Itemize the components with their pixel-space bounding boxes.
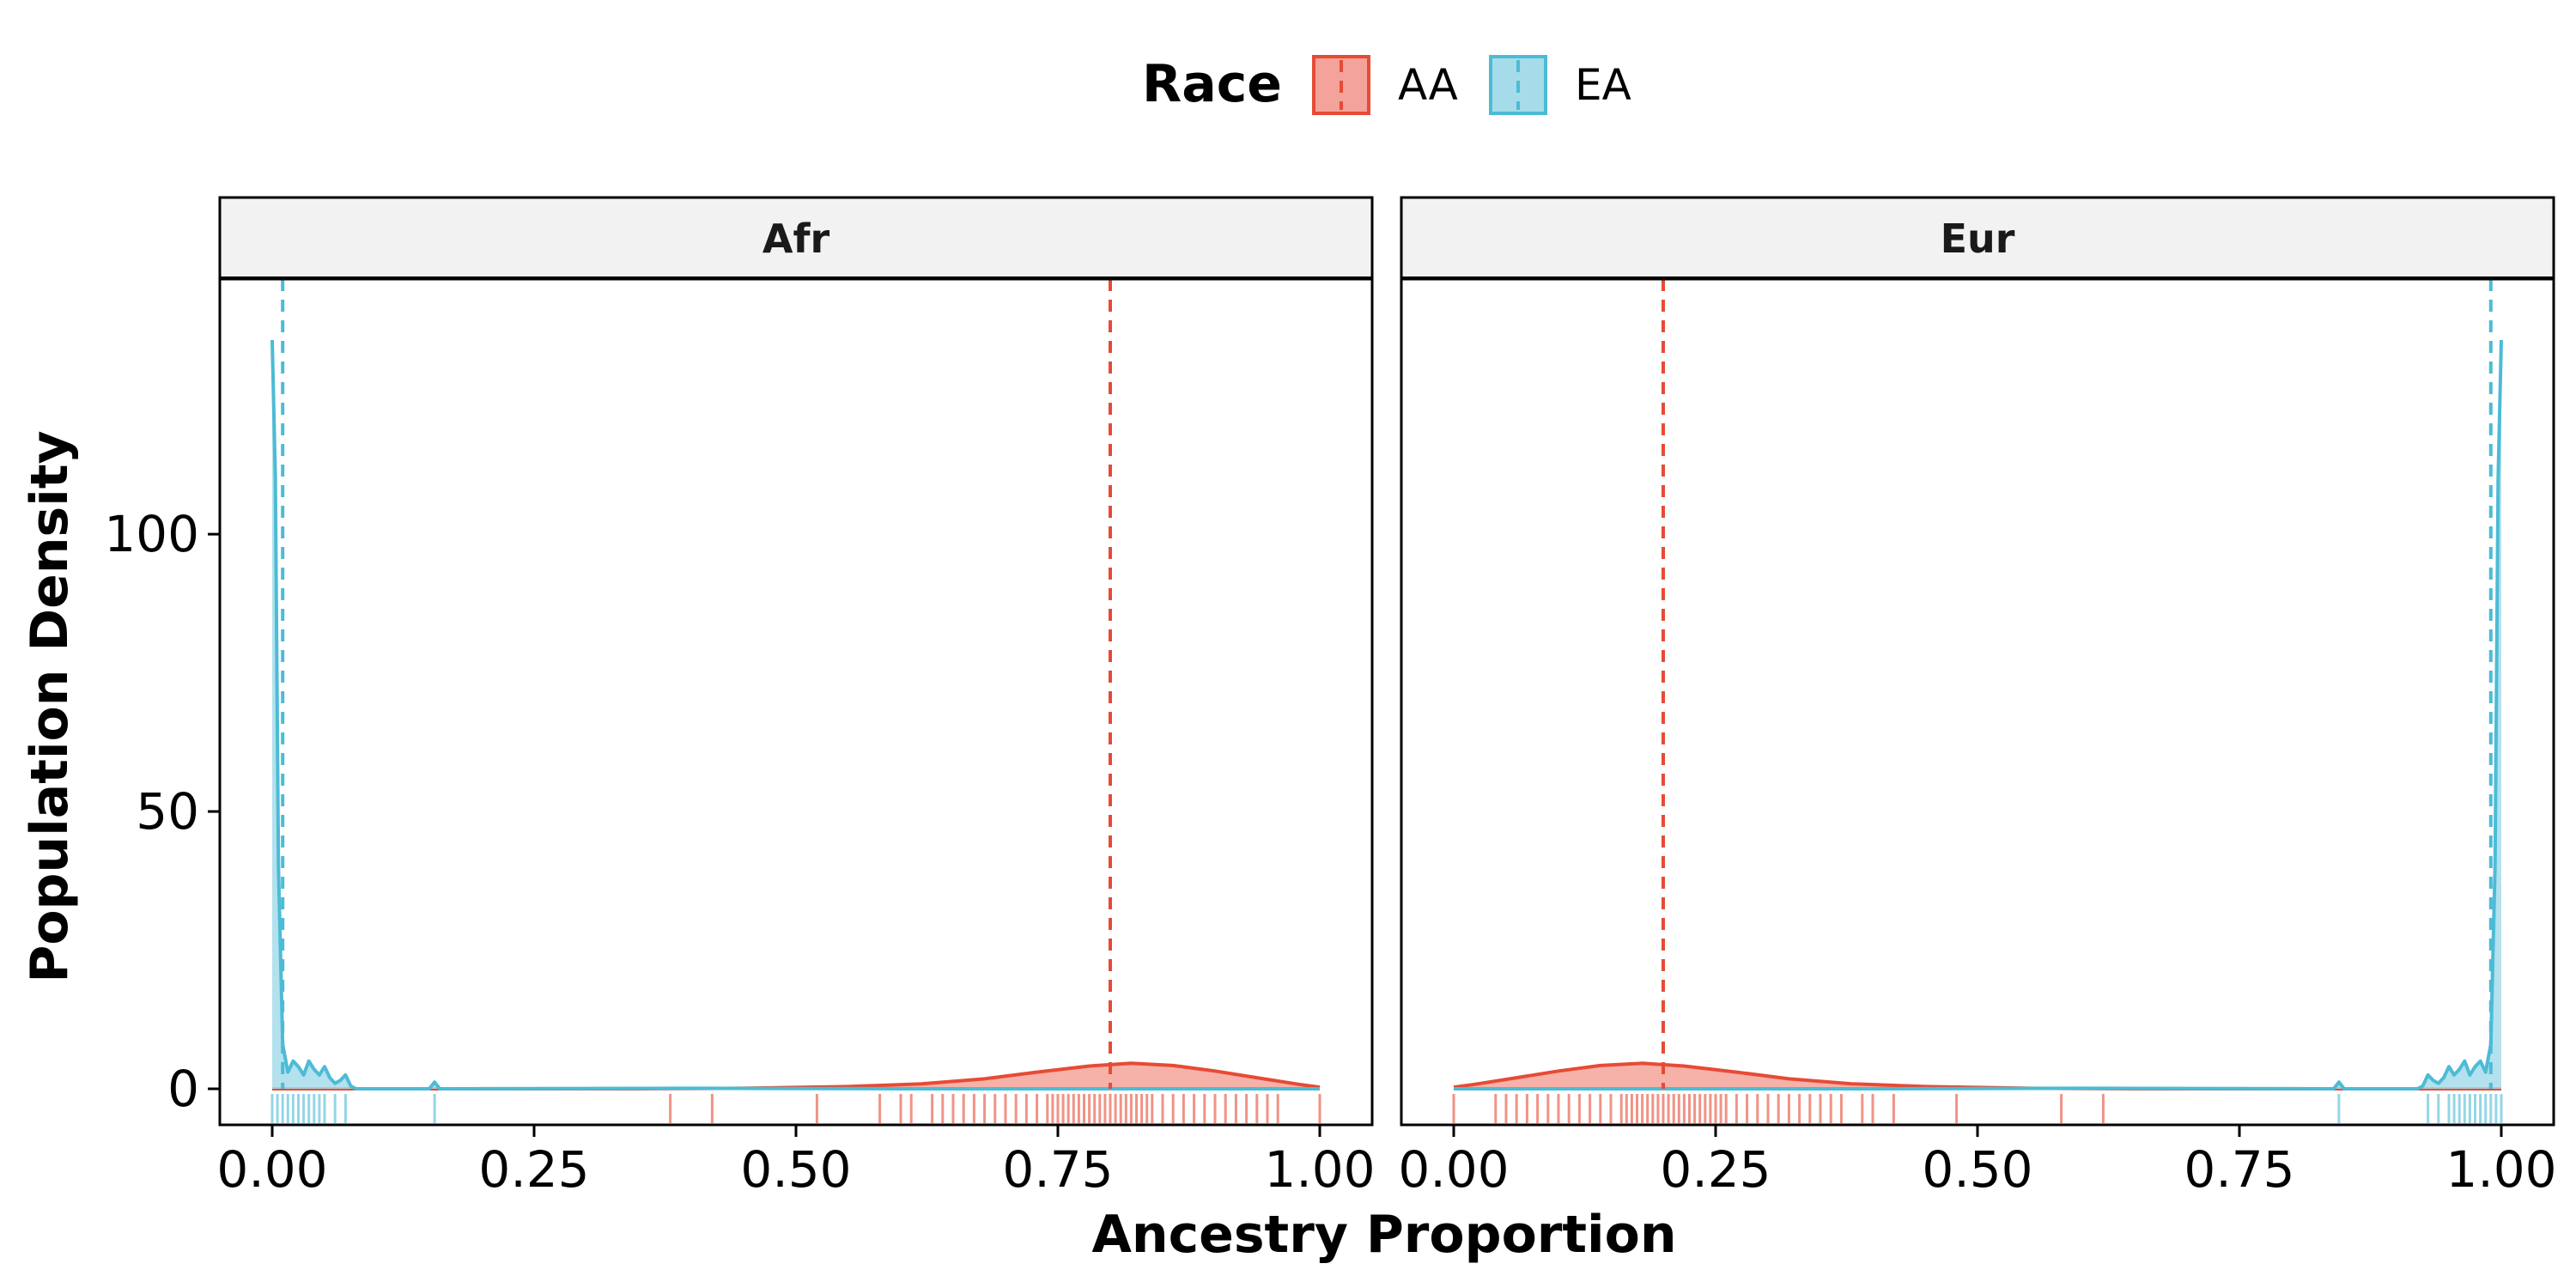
panel-background bbox=[220, 279, 1372, 1125]
panel-background bbox=[1401, 279, 2554, 1125]
x-tick-label: 0.00 bbox=[216, 1140, 327, 1199]
x-tick-label: 0.00 bbox=[1398, 1140, 1509, 1199]
y-tick-label: 100 bbox=[104, 505, 199, 563]
facet-panel-eur: Eur 0.00 0.25 0.50 0.75 1.00 bbox=[1398, 196, 2557, 1199]
x-tick-label: 0.50 bbox=[1922, 1140, 2032, 1199]
x-axis-title: Ancestry Proportion bbox=[1091, 1205, 1676, 1265]
facet-panel-afr: Afr 0.00 0.25 0.50 0.75 1.00 0 50 100 bbox=[104, 196, 1376, 1199]
legend-key-aa bbox=[1312, 55, 1370, 115]
facet-strip bbox=[1400, 196, 2555, 281]
density-line-ea bbox=[1454, 339, 2503, 1091]
legend-title: Race bbox=[1142, 54, 1282, 114]
legend-label-ea: EA bbox=[1575, 60, 1631, 110]
facet-label: Eur bbox=[1941, 216, 2015, 262]
x-tick-label: 0.25 bbox=[478, 1140, 589, 1199]
x-tick-label: 0.25 bbox=[1660, 1140, 1771, 1199]
facets: Afr 0.00 0.25 0.50 0.75 1.00 0 50 100 Eur 0.00 0.25… bbox=[104, 196, 2557, 1199]
legend: Race AA EA bbox=[1142, 54, 1631, 115]
x-tick-label: 0.50 bbox=[740, 1140, 851, 1199]
density-area-aa bbox=[272, 1063, 1320, 1089]
x-tick-label: 1.00 bbox=[1264, 1140, 1375, 1199]
y-tick-label: 50 bbox=[136, 782, 199, 841]
x-tick-label: 0.75 bbox=[1002, 1140, 1113, 1199]
legend-key-ea bbox=[1489, 55, 1547, 115]
density-area-aa bbox=[1454, 1063, 2501, 1089]
y-axis-title: Population Density bbox=[20, 430, 80, 982]
y-tick-label: 0 bbox=[167, 1060, 199, 1118]
x-tick-label: 0.75 bbox=[2184, 1140, 2294, 1199]
legend-label-aa: AA bbox=[1398, 60, 1458, 110]
density-line-ea bbox=[270, 339, 1320, 1091]
facet-label: Afr bbox=[762, 216, 830, 262]
x-tick-label: 1.00 bbox=[2445, 1140, 2556, 1199]
facet-strip bbox=[218, 196, 1374, 281]
